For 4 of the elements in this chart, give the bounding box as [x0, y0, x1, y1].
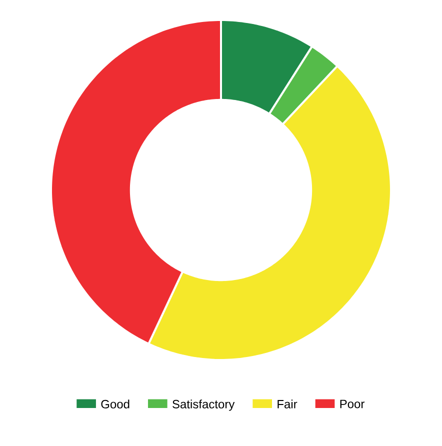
legend-label: Fair: [278, 400, 298, 408]
legend-label: Good: [101, 400, 130, 408]
legend-label: Poor: [340, 400, 364, 408]
legend-label: Satisfactory: [172, 400, 235, 411]
